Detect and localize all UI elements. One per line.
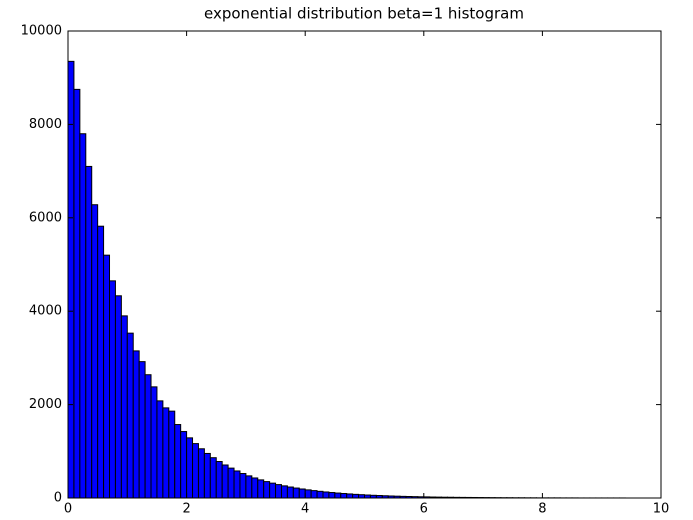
bar [192, 443, 199, 499]
bar [150, 386, 158, 499]
x-tick-label: 8 [538, 502, 546, 517]
bar [215, 461, 223, 499]
y-tick-label: 6000 [29, 210, 62, 225]
bar [203, 452, 211, 499]
bar [132, 350, 140, 499]
bar [221, 464, 229, 499]
bar [346, 493, 354, 499]
bar [251, 477, 259, 499]
bar [91, 204, 99, 499]
x-tick-label: 6 [420, 502, 428, 517]
bar [109, 280, 116, 499]
y-tick-label: 8000 [29, 117, 62, 132]
bar [144, 374, 152, 499]
bar [180, 431, 188, 499]
bar [97, 225, 105, 499]
bar [73, 88, 81, 499]
bar [138, 361, 146, 499]
bar [186, 437, 194, 499]
x-tick-label: 10 [653, 502, 670, 517]
y-tick-label: 10000 [21, 24, 62, 39]
bar [340, 493, 348, 499]
bar [352, 493, 360, 499]
bar [334, 492, 342, 499]
bar [209, 457, 217, 499]
bar [85, 165, 93, 499]
bar [263, 481, 271, 499]
bar [79, 133, 87, 499]
bar [280, 485, 288, 499]
x-tick-label: 2 [182, 502, 190, 517]
bar [298, 488, 306, 499]
y-tick-label: 0 [54, 491, 62, 506]
bar [257, 479, 265, 499]
bar [227, 467, 235, 499]
bar [156, 400, 164, 499]
bar [310, 490, 318, 499]
bar [114, 295, 122, 499]
bar [239, 473, 247, 499]
bar [304, 489, 312, 499]
bar [328, 492, 336, 499]
bar [322, 491, 330, 499]
bar [67, 60, 75, 499]
bar [269, 482, 277, 499]
x-tick-label: 4 [301, 502, 309, 517]
bar [174, 424, 182, 499]
bar [275, 484, 282, 499]
bar [126, 332, 134, 499]
bar [103, 254, 111, 499]
bar [162, 407, 170, 499]
x-tick-label: 0 [64, 502, 72, 517]
bar [120, 315, 128, 499]
bar [233, 470, 241, 499]
plot-frame [67, 30, 662, 499]
chart-title: exponential distribution beta=1 histogra… [204, 5, 524, 23]
bar [245, 475, 253, 499]
y-tick-label: 4000 [29, 304, 62, 319]
bar [316, 490, 324, 499]
bar [168, 410, 176, 499]
bar [292, 487, 300, 499]
bar [197, 448, 205, 499]
y-tick-label: 2000 [29, 397, 62, 412]
bar [286, 486, 294, 499]
